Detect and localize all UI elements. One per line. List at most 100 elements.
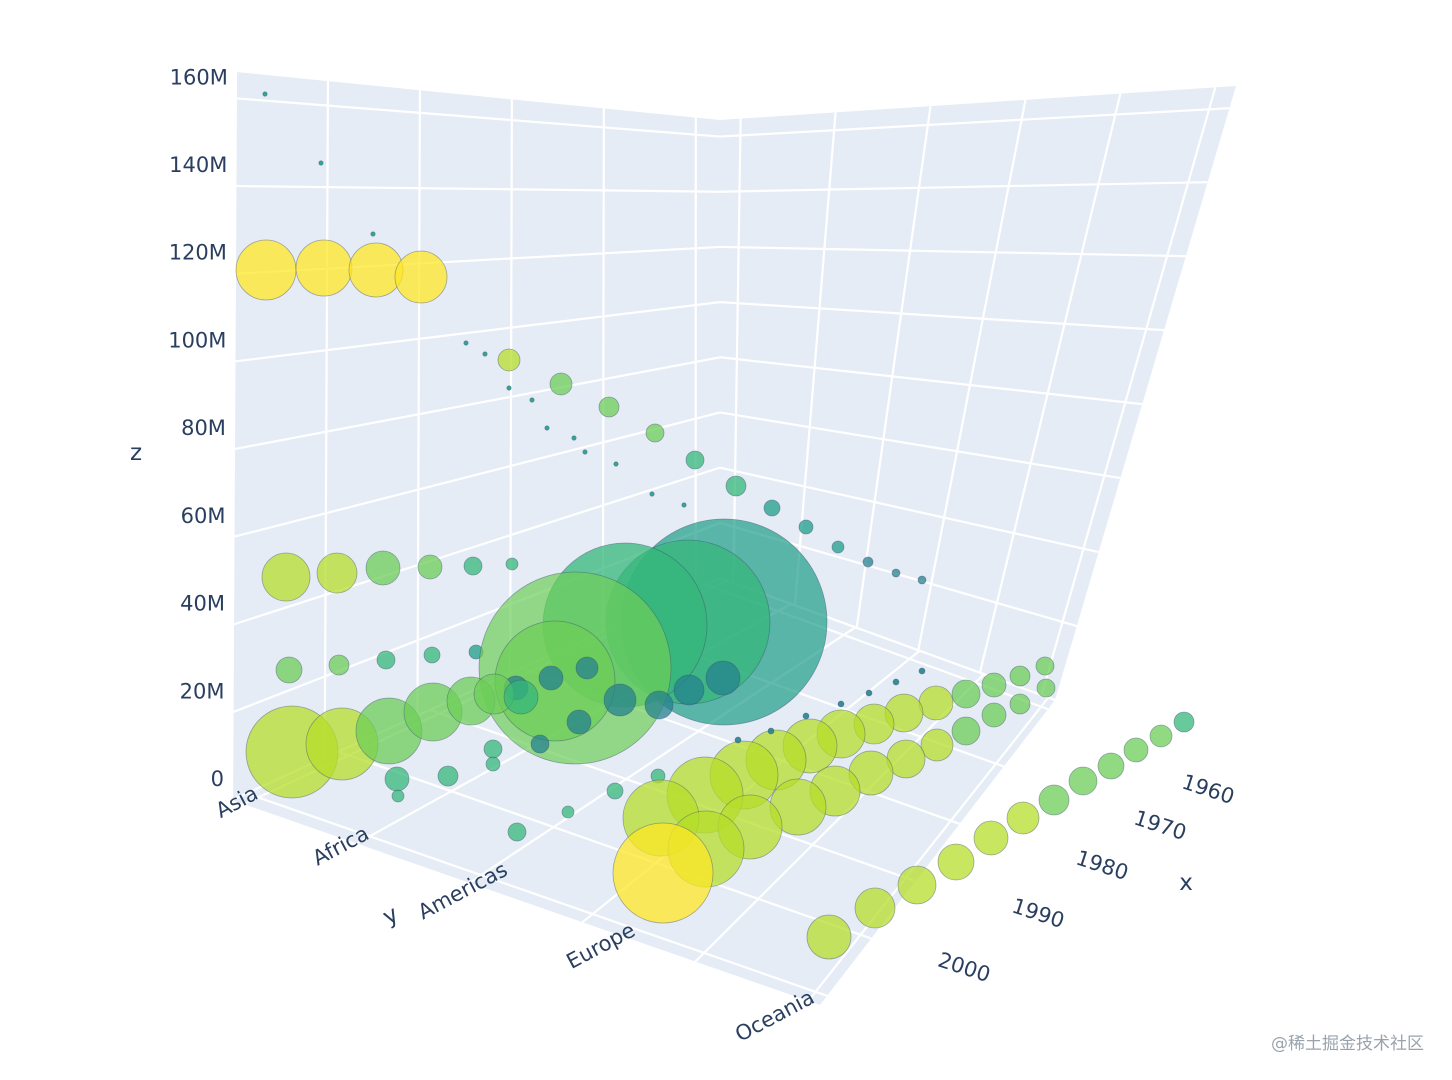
bubble-mark[interactable] [376, 650, 396, 670]
z-tick-label: 60M [181, 504, 226, 528]
bubble-mark[interactable] [681, 502, 687, 508]
bubble-mark[interactable] [485, 756, 501, 772]
bubble-mark[interactable] [937, 843, 975, 881]
bubble-mark[interactable] [1035, 656, 1055, 676]
bubble-mark[interactable] [275, 656, 303, 684]
bubble-mark[interactable] [530, 734, 550, 754]
bubble-mark[interactable] [506, 385, 512, 391]
bubble-mark[interactable] [837, 700, 845, 708]
bubble-mark[interactable] [503, 679, 539, 715]
bubble-mark[interactable] [1036, 678, 1056, 698]
bubble-mark[interactable] [981, 672, 1007, 698]
bubble-mark[interactable] [973, 820, 1009, 856]
x-tick-label: 1980 [1073, 846, 1131, 885]
bubble-mark[interactable] [497, 348, 521, 372]
bubble-mark[interactable] [1038, 784, 1070, 816]
bubble-mark[interactable] [463, 556, 483, 576]
bubble-mark[interactable] [482, 351, 488, 357]
x-gridline-wall [978, 93, 1122, 673]
bubble-mark[interactable] [262, 91, 268, 97]
bubble-mark[interactable] [645, 423, 665, 443]
bubble-mark[interactable] [763, 499, 781, 517]
bubble-mark[interactable] [261, 552, 311, 602]
bubble-mark[interactable] [582, 449, 588, 455]
bubble-mark[interactable] [918, 685, 954, 721]
bubble-mark[interactable] [865, 689, 873, 697]
bubble-mark[interactable] [1123, 737, 1149, 763]
bubble-layer[interactable] [235, 91, 1195, 960]
bubble-mark[interactable] [802, 712, 810, 720]
bubble-mark[interactable] [612, 822, 714, 924]
bubble-mark[interactable] [734, 736, 742, 744]
y-axis-title: y [379, 901, 403, 930]
bubble-mark[interactable] [1009, 665, 1031, 687]
bubble-mark[interactable] [897, 865, 937, 905]
watermark: @稀土掘金技术社区 [1271, 1034, 1424, 1054]
bubble-mark[interactable] [575, 656, 599, 680]
bubble-mark[interactable] [854, 887, 896, 929]
bubble-mark[interactable] [384, 766, 410, 792]
bubble-mark[interactable] [483, 739, 503, 759]
bubble-mark[interactable] [951, 679, 981, 709]
bubble-mark[interactable] [328, 654, 350, 676]
bubble-mark[interactable] [951, 716, 981, 746]
bubble-mark[interactable] [806, 914, 852, 960]
bubble-mark[interactable] [549, 372, 573, 396]
bubble-mark[interactable] [348, 242, 404, 298]
bubble-mark[interactable] [544, 425, 550, 431]
bubble-mark[interactable] [391, 789, 405, 803]
bubble-mark[interactable] [673, 674, 705, 706]
bubble-mark[interactable] [649, 491, 655, 497]
bubble-mark[interactable] [1006, 801, 1040, 835]
bubble-mark[interactable] [613, 461, 619, 467]
bubble-mark[interactable] [606, 782, 624, 800]
bubble-mark[interactable] [892, 678, 900, 686]
bubble-mark[interactable] [566, 709, 592, 735]
bubble-mark[interactable] [370, 231, 376, 237]
bubble-mark[interactable] [1173, 711, 1195, 733]
bubble-mark[interactable] [507, 822, 527, 842]
bubble-mark[interactable] [798, 519, 814, 535]
bubble-mark[interactable] [437, 765, 459, 787]
bubble-mark[interactable] [598, 396, 620, 418]
x-axis-title: x [1179, 870, 1193, 896]
bubble-mark[interactable] [767, 727, 775, 735]
bubble-mark[interactable] [365, 550, 401, 586]
bubble-mark[interactable] [918, 667, 926, 675]
bubble-mark[interactable] [417, 554, 443, 580]
bubble-mark[interactable] [423, 646, 441, 664]
bubble-mark[interactable] [1009, 693, 1031, 715]
bubble-mark[interactable] [529, 397, 535, 403]
bubble-mark[interactable] [685, 450, 705, 470]
bubble-mark[interactable] [394, 250, 448, 304]
bubble-mark[interactable] [862, 556, 874, 568]
bubble-mark[interactable] [725, 475, 747, 497]
bubble-mark[interactable] [920, 728, 954, 762]
bubble-mark[interactable] [505, 557, 519, 571]
bubble-mark[interactable] [571, 435, 577, 441]
bubble-mark[interactable] [917, 575, 927, 585]
bubble-mark[interactable] [1149, 724, 1173, 748]
x-tick-label: 1960 [1179, 770, 1237, 809]
bubble-mark[interactable] [316, 552, 358, 594]
z-gridline-right [719, 107, 1230, 138]
z-gridline-left [234, 301, 721, 363]
y-gridline-wall [416, 90, 422, 716]
bubble-mark[interactable] [1097, 752, 1125, 780]
bubble-mark[interactable] [831, 540, 845, 554]
bubble-mark[interactable] [538, 665, 564, 691]
bubble-mark[interactable] [561, 805, 575, 819]
x-gridline-wall [732, 118, 742, 583]
bubble-mark[interactable] [603, 683, 637, 717]
bubble-mark[interactable] [981, 702, 1007, 728]
bubble-mark[interactable] [463, 340, 469, 346]
bubble-mark[interactable] [295, 239, 353, 297]
bubble-mark[interactable] [1068, 766, 1098, 796]
bubble-mark[interactable] [235, 239, 297, 301]
z-tick-label: 120M [169, 241, 227, 265]
bubble-mark[interactable] [644, 690, 674, 720]
bubble-mark[interactable] [318, 160, 324, 166]
bubble-mark[interactable] [891, 568, 901, 578]
bubble-mark[interactable] [705, 660, 741, 696]
